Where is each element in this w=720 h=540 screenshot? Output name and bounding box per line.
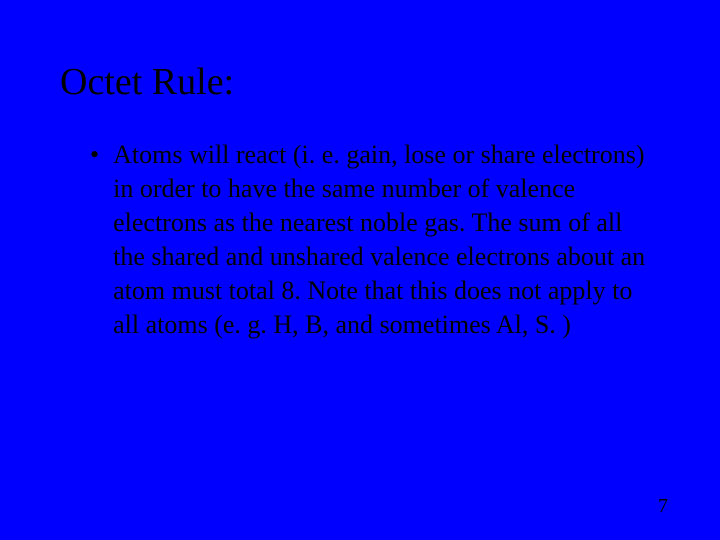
bullet-text: Atoms will react (i. e. gain, lose or sh… <box>113 138 660 342</box>
slide-title: Octet Rule: <box>60 60 660 104</box>
bullet-item: • Atoms will react (i. e. gain, lose or … <box>60 138 660 342</box>
slide-container: Octet Rule: • Atoms will react (i. e. ga… <box>0 0 720 540</box>
page-number: 7 <box>658 495 668 518</box>
bullet-marker: • <box>90 138 99 172</box>
